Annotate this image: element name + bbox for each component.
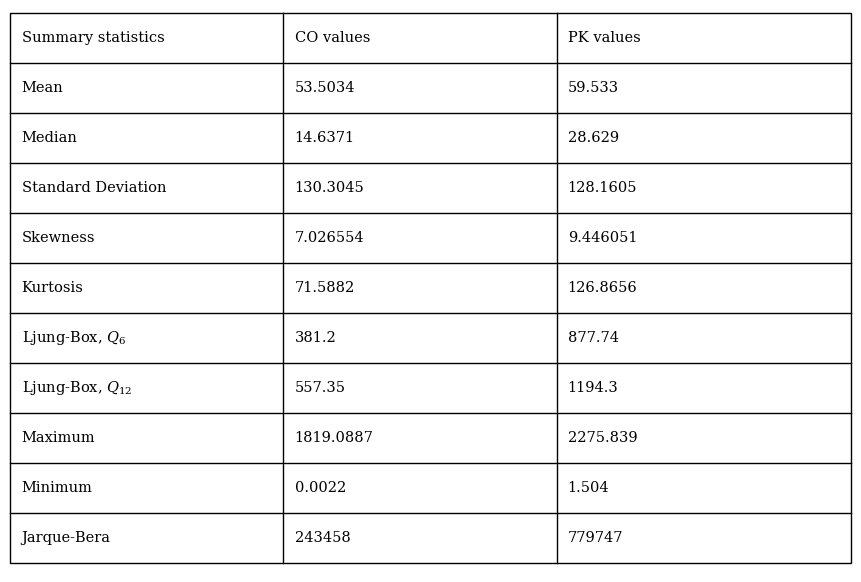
Text: 71.5882: 71.5882 xyxy=(294,281,355,295)
Text: 1194.3: 1194.3 xyxy=(567,381,618,395)
Text: Standard Deviation: Standard Deviation xyxy=(22,181,166,195)
Text: 126.8656: 126.8656 xyxy=(567,281,637,295)
Text: 9.446051: 9.446051 xyxy=(567,231,637,245)
Text: 2275.839: 2275.839 xyxy=(567,431,637,445)
Text: 779747: 779747 xyxy=(567,531,623,545)
Text: Jarque-Bera: Jarque-Bera xyxy=(22,531,110,545)
Text: 28.629: 28.629 xyxy=(567,131,619,145)
Text: Ljung-Box, $Q_6$: Ljung-Box, $Q_6$ xyxy=(22,329,126,347)
Text: Skewness: Skewness xyxy=(22,231,95,245)
Text: 243458: 243458 xyxy=(294,531,350,545)
Text: 1.504: 1.504 xyxy=(567,481,610,495)
Text: 1819.0887: 1819.0887 xyxy=(294,431,374,445)
Text: 381.2: 381.2 xyxy=(294,331,337,345)
Text: 7.026554: 7.026554 xyxy=(294,231,364,245)
Text: Kurtosis: Kurtosis xyxy=(22,281,84,295)
Text: Maximum: Maximum xyxy=(22,431,96,445)
Text: 59.533: 59.533 xyxy=(567,81,619,95)
Text: 877.74: 877.74 xyxy=(567,331,619,345)
Text: 53.5034: 53.5034 xyxy=(294,81,355,95)
Text: Summary statistics: Summary statistics xyxy=(22,31,164,45)
Text: PK values: PK values xyxy=(567,31,641,45)
Text: Median: Median xyxy=(22,131,77,145)
Text: 14.6371: 14.6371 xyxy=(294,131,355,145)
Text: Ljung-Box, $Q_{12}$: Ljung-Box, $Q_{12}$ xyxy=(22,379,132,397)
Text: 0.0022: 0.0022 xyxy=(294,481,346,495)
Text: Mean: Mean xyxy=(22,81,63,95)
Text: 557.35: 557.35 xyxy=(294,381,345,395)
Text: 130.3045: 130.3045 xyxy=(294,181,364,195)
Text: CO values: CO values xyxy=(294,31,370,45)
Text: 128.1605: 128.1605 xyxy=(567,181,637,195)
Text: Minimum: Minimum xyxy=(22,481,92,495)
